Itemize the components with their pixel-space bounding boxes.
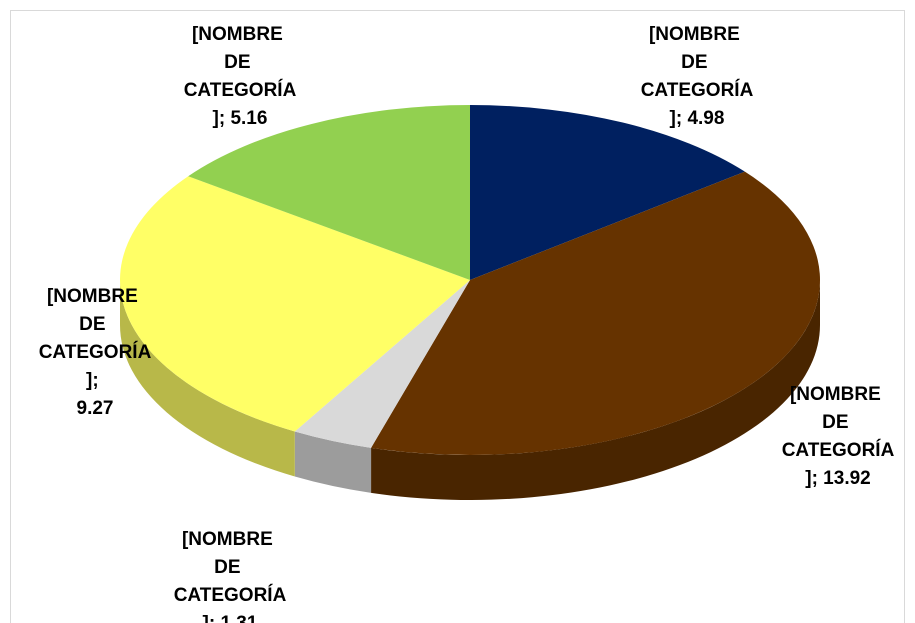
slice [371,171,820,455]
slice-side [294,431,372,493]
data-label: [NOMBRE DE CATEGORÍA]; 13.92 [782,384,895,489]
slice [188,105,471,280]
data-label: [NOMBRE DE CATEGORÍA]; 9.27 [39,286,152,419]
data-label: [NOMBRE DE CATEGORÍA]; 5.16 [184,24,297,129]
slice [119,176,470,432]
data-label: [NOMBRE DE CATEGORÍA]; 4.98 [641,24,754,129]
data-label: [NOMBRE DE CATEGORÍA]; 1.31 [174,529,287,623]
slice [294,280,470,448]
slice-side [371,280,820,500]
slice [470,105,745,280]
slice-side [120,280,295,477]
